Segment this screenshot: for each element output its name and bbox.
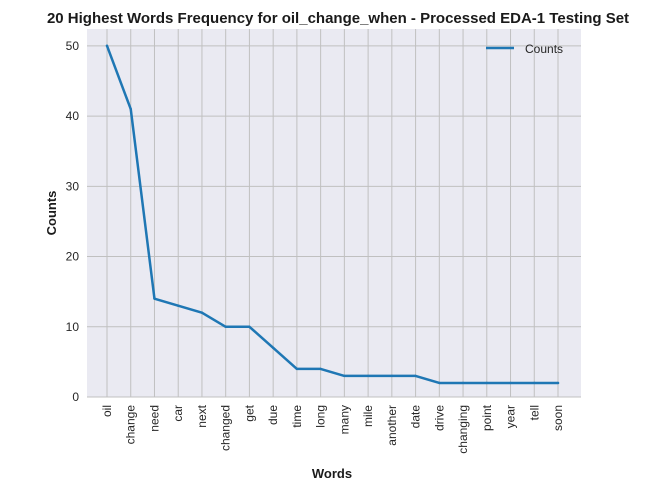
x-tick-label: changing <box>456 405 470 454</box>
x-tick-label: point <box>480 404 494 431</box>
x-tick-label: time <box>290 405 304 428</box>
x-axis-label: Words <box>312 466 352 481</box>
data-point <box>105 44 109 48</box>
data-point <box>556 381 560 385</box>
x-tick-label: another <box>385 405 399 446</box>
x-tick-label: oil <box>100 405 114 417</box>
x-tick-label: mile <box>361 405 375 427</box>
data-point <box>509 381 512 385</box>
y-tick-label: 50 <box>66 39 80 53</box>
data-point <box>461 381 465 385</box>
x-tick-label: get <box>242 404 256 421</box>
x-tick-label: drive <box>432 405 446 431</box>
data-point <box>319 367 322 371</box>
series-line <box>105 44 560 385</box>
chart-title: 20 Highest Words Frequency for oil_chang… <box>47 10 629 27</box>
y-tick-label: 0 <box>72 390 79 404</box>
x-tick-label: car <box>171 405 185 422</box>
data-point <box>414 374 417 378</box>
data-point <box>533 381 536 385</box>
x-tick-label: change <box>124 405 138 445</box>
legend-label: Counts <box>525 42 563 56</box>
y-tick-label: 10 <box>66 320 80 334</box>
x-tick-label: long <box>314 405 328 428</box>
x-tick-label: date <box>409 405 423 429</box>
data-point <box>271 346 275 350</box>
data-point <box>224 325 227 328</box>
data-point <box>248 325 251 328</box>
y-axis-label: Counts <box>44 191 59 236</box>
data-point <box>438 381 441 385</box>
data-point <box>295 367 299 371</box>
data-point <box>390 374 394 378</box>
x-axis-ticks: oil change need car next changed get due time lon… <box>100 404 565 453</box>
x-tick-label: tell <box>527 405 541 420</box>
x-tick-label: year <box>504 405 518 428</box>
plot-area <box>87 29 581 397</box>
series-group <box>105 44 560 385</box>
data-point <box>129 107 132 111</box>
legend: Counts <box>486 42 563 56</box>
x-tick-label: need <box>147 405 161 432</box>
x-tick-label: due <box>266 405 280 425</box>
y-tick-label: 40 <box>66 109 80 123</box>
data-point <box>343 374 346 378</box>
y-tick-label: 30 <box>66 179 80 193</box>
grid-lines <box>87 29 581 398</box>
data-point <box>366 374 370 378</box>
x-tick-label: many <box>337 405 351 434</box>
data-point <box>200 311 204 314</box>
data-point <box>177 304 180 307</box>
x-tick-label: next <box>195 404 209 427</box>
y-tick-label: 20 <box>66 250 80 264</box>
x-tick-label: soon <box>551 405 565 431</box>
y-axis-ticks: 0 10 20 30 40 50 <box>66 39 80 404</box>
x-tick-label: changed <box>219 405 233 451</box>
data-point <box>153 297 156 300</box>
data-point <box>485 381 488 385</box>
